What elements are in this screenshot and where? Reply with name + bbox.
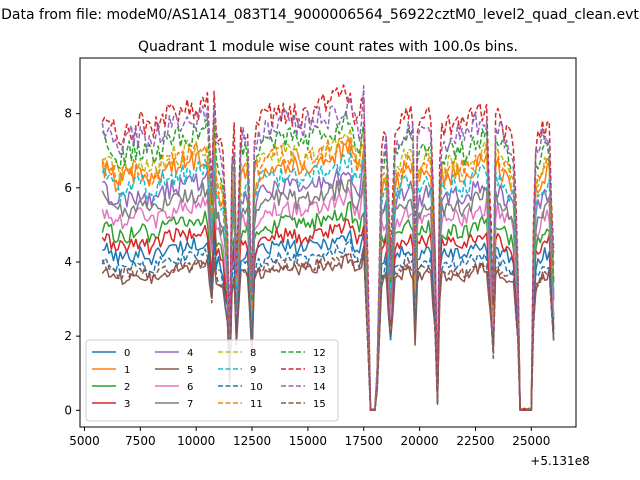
series-line-0	[102, 229, 555, 412]
series-line-2	[101, 201, 555, 412]
y-tick-label: 0	[64, 403, 72, 417]
x-tick-label: 7500	[125, 434, 156, 448]
legend-box	[85, 339, 339, 422]
series-line-8	[102, 122, 555, 412]
figure-suptitle: Data from file: modeM0/AS1A14_083T14_900…	[1, 7, 639, 23]
x-tick-label: 5000	[69, 434, 100, 448]
series-line-3	[101, 218, 555, 412]
legend-label-8: 8	[250, 348, 256, 359]
legend-label-13: 13	[313, 365, 326, 376]
legend-label-12: 12	[313, 348, 326, 359]
legend-label-7: 7	[187, 399, 193, 410]
series-line-6	[101, 181, 555, 412]
series-lines	[101, 84, 555, 412]
legend-label-15: 15	[313, 399, 326, 410]
legend-label-2: 2	[124, 382, 130, 393]
x-axis-offset-label: +5.131e8	[530, 454, 589, 468]
y-axis: 0 2 4 6 8	[64, 107, 80, 417]
legend-label-14: 14	[313, 382, 326, 393]
legend-label-6: 6	[187, 382, 193, 393]
legend-label-1: 1	[124, 365, 130, 376]
series-line-15	[101, 246, 555, 412]
x-tick-label: 22500	[456, 434, 494, 448]
legend-label-5: 5	[187, 365, 193, 376]
x-tick-label: 25000	[512, 434, 550, 448]
y-tick-label: 4	[64, 255, 72, 269]
legend-label-3: 3	[124, 399, 130, 410]
series-line-12	[101, 110, 555, 412]
series-line-7	[101, 170, 555, 412]
series-line-13	[101, 84, 555, 412]
x-tick-label: 12500	[233, 434, 271, 448]
series-line-1	[101, 137, 555, 412]
axes-frame	[79, 57, 577, 428]
y-tick-label: 8	[64, 107, 72, 121]
y-tick-label: 6	[64, 181, 72, 195]
x-tick-label: 17500	[345, 434, 383, 448]
series-line-11	[101, 133, 555, 412]
x-tick-label: 10000	[177, 434, 215, 448]
x-tick-label: 20000	[401, 434, 439, 448]
legend-label-4: 4	[187, 348, 193, 359]
x-tick-label: 15000	[289, 434, 327, 448]
series-line-10	[101, 238, 555, 412]
series-line-14	[101, 85, 555, 412]
legend-label-0: 0	[124, 348, 130, 359]
series-line-5	[101, 250, 555, 412]
y-tick-label: 2	[64, 329, 72, 343]
series-line-9	[101, 149, 555, 412]
chart-title: Quadrant 1 module wise count rates with …	[138, 39, 518, 55]
x-axis: 5000 7500 10000 12500 15000 17500 20000 22500 25…	[69, 427, 550, 448]
legend-label-11: 11	[250, 399, 263, 410]
legend-label-10: 10	[250, 382, 263, 393]
legend-label-9: 9	[250, 365, 256, 376]
